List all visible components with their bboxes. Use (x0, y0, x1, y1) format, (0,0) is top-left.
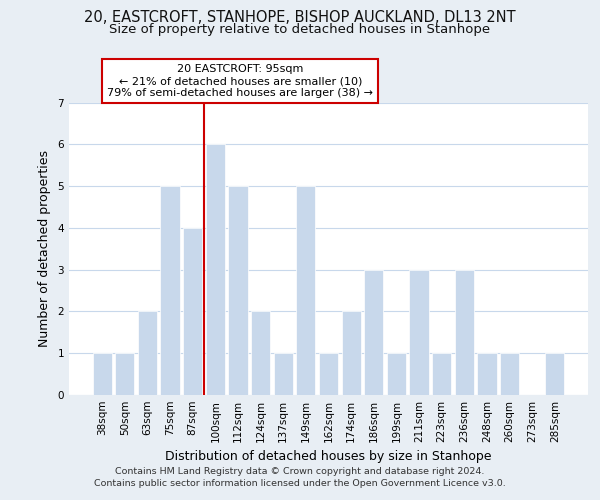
Bar (545, 353, 565, 395)
Bar (183, 228, 202, 395)
Bar (296, 186, 316, 395)
Bar (500, 353, 519, 395)
Bar (92, 353, 112, 395)
Bar (160, 186, 180, 395)
Bar (477, 353, 497, 395)
Bar (274, 353, 293, 395)
Bar (409, 270, 428, 395)
Bar (387, 353, 406, 395)
Bar (115, 353, 134, 395)
Text: Contains HM Land Registry data © Crown copyright and database right 2024.: Contains HM Land Registry data © Crown c… (115, 467, 485, 476)
Bar (364, 270, 383, 395)
Text: 20, EASTCROFT, STANHOPE, BISHOP AUCKLAND, DL13 2NT: 20, EASTCROFT, STANHOPE, BISHOP AUCKLAND… (84, 10, 516, 25)
Bar (251, 312, 270, 395)
Bar (341, 312, 361, 395)
X-axis label: Distribution of detached houses by size in Stanhope: Distribution of detached houses by size … (165, 450, 492, 464)
Y-axis label: Number of detached properties: Number of detached properties (38, 150, 50, 348)
Bar (206, 144, 225, 395)
Text: 20 EASTCROFT: 95sqm
← 21% of detached houses are smaller (10)
79% of semi-detach: 20 EASTCROFT: 95sqm ← 21% of detached ho… (107, 64, 373, 98)
Text: Size of property relative to detached houses in Stanhope: Size of property relative to detached ho… (109, 22, 491, 36)
Bar (138, 312, 157, 395)
Bar (455, 270, 474, 395)
Bar (319, 353, 338, 395)
Text: Contains public sector information licensed under the Open Government Licence v3: Contains public sector information licen… (94, 478, 506, 488)
Bar (432, 353, 451, 395)
Bar (229, 186, 248, 395)
